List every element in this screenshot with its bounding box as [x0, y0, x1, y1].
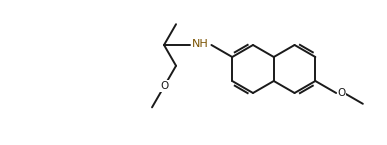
Text: O: O	[160, 81, 168, 91]
Text: O: O	[337, 88, 345, 98]
Text: NH: NH	[192, 39, 209, 49]
